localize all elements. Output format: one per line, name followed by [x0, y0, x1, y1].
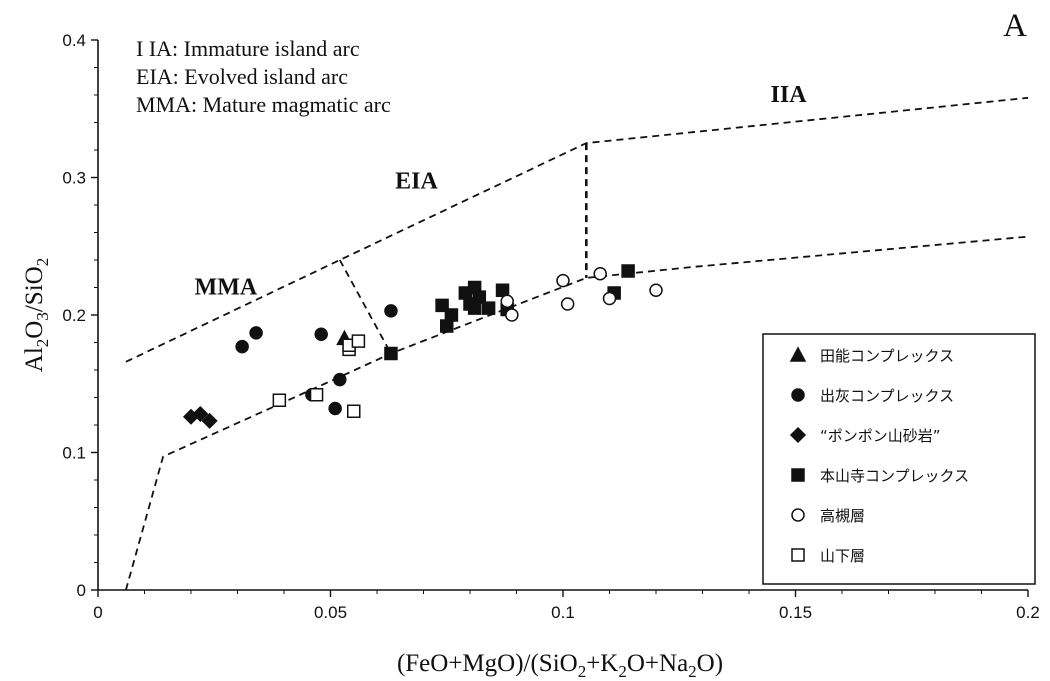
boundary-upper: [125, 96, 1029, 363]
data-point-circle-open: [505, 308, 519, 322]
data-point-square-filled: [440, 319, 454, 333]
legend-marker-circle-filled: [791, 388, 805, 402]
y-tick-label: 0.3: [62, 169, 86, 188]
region-label-iia: IIA: [771, 82, 808, 108]
legend-label: 山下層: [820, 547, 865, 565]
data-point-circle-filled: [314, 327, 328, 341]
abbreviation-key: I IA: Immature island arc EIA: Evolved i…: [136, 36, 391, 117]
data-point-diamond-filled: [192, 405, 209, 423]
legend-label: “ポンポン山砂岩”: [820, 427, 941, 445]
legend-box: [762, 333, 1036, 585]
y-tick-label: 0.1: [62, 444, 86, 463]
legend-marker-diamond-filled: [789, 426, 807, 444]
data-point-square-open: [351, 334, 366, 348]
data-point-square-filled: [384, 346, 398, 361]
x-tick-label: 0.15: [779, 603, 812, 622]
panel-label: A: [1003, 8, 1027, 44]
data-point-circle-open: [560, 297, 575, 311]
x-tick-label: 0: [93, 603, 102, 622]
data-point-circle-filled: [333, 372, 347, 387]
y-tick-label: 0: [77, 581, 86, 600]
data-point-circle-open: [649, 283, 663, 297]
data-point-square-open: [309, 388, 324, 402]
data-point-circle-open: [556, 273, 570, 288]
data-point-square-filled: [467, 301, 482, 315]
data-point-square-filled: [481, 301, 496, 315]
region-labels: MMA EIA IIA: [195, 82, 808, 301]
legend-marker-triangle-filled: [789, 346, 807, 362]
data-point-diamond-filled: [201, 412, 218, 429]
abbrev-eia: EIA: Evolved island arc: [136, 64, 348, 89]
legend-label: 高槻層: [820, 507, 865, 525]
data-point-circle-filled: [235, 339, 249, 354]
data-point-circle-open: [602, 291, 617, 306]
data-point-circle-filled: [384, 304, 398, 318]
legend-label: 田能コンプレックス: [820, 347, 954, 365]
y-tick-label: 0.4: [62, 31, 86, 50]
x-tick-label: 0.1: [551, 603, 575, 622]
y-axis-title: Al2​O3​/SiO2​: [21, 258, 52, 372]
abbrev-iia: I IA: Immature island arc: [136, 36, 360, 61]
x-tick-label: 0.05: [314, 603, 347, 622]
data-point-circle-filled: [328, 401, 342, 416]
data-point-square-filled: [444, 308, 459, 322]
boundary-mma-eia: [339, 259, 392, 354]
legend-marker-square-open: [791, 548, 805, 562]
x-axis-title: (FeO+MgO)/(SiO2​+K2​O+Na2​O): [397, 650, 723, 681]
data-point-square-open: [272, 393, 287, 407]
data-points: [182, 264, 663, 429]
data-point-square-filled: [621, 264, 635, 278]
data-point-circle-open: [593, 267, 607, 281]
legend-label: 出灰コンプレックス: [820, 387, 954, 405]
tick-labels: 0 0.05 0.1 0.15 0.2 0 0.1 0.2 0.3 0.4: [62, 31, 1039, 622]
legend-label: 本山寺コンプレックス: [820, 467, 969, 485]
data-point-circle-filled: [249, 326, 263, 340]
region-label-mma: MMA: [195, 274, 258, 300]
data-point-circle-open: [500, 294, 514, 308]
region-label-eia: EIA: [395, 169, 438, 195]
y-tick-label: 0.2: [62, 306, 86, 325]
abbrev-mma: MMA: Mature magmatic arc: [136, 92, 391, 117]
legend-marker-square-filled: [791, 468, 805, 482]
data-point-square-open: [347, 404, 361, 418]
data-point-square-filled: [495, 283, 510, 297]
legend-marker-circle-open: [791, 508, 805, 522]
x-tick-label: 0.2: [1016, 603, 1040, 622]
